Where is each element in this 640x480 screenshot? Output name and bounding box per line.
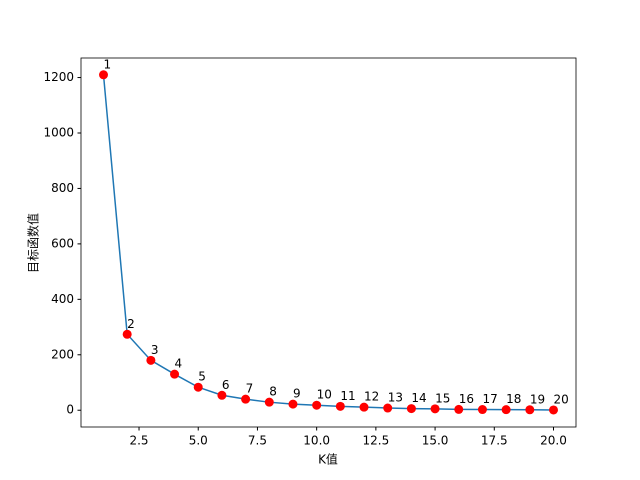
y-axis-label: 目标函数值 <box>26 213 41 273</box>
point <box>335 401 345 411</box>
y-tick-label: 600 <box>51 236 74 250</box>
point <box>477 405 487 415</box>
point-label: 17 <box>482 392 497 406</box>
y-tick-label: 200 <box>51 347 74 361</box>
point-label: 5 <box>198 370 206 384</box>
plot-frame <box>80 57 577 428</box>
point-label: 10 <box>317 388 332 402</box>
point-label: 1 <box>104 57 112 71</box>
x-tick-label: 5.0 <box>189 434 208 448</box>
point-label: 13 <box>388 391 403 405</box>
point <box>99 70 108 80</box>
point <box>170 369 180 379</box>
line <box>102 74 554 411</box>
point <box>383 403 393 413</box>
x-tick-label: 10.0 <box>303 434 330 448</box>
point <box>122 329 132 339</box>
y-tick-label: 1000 <box>43 125 74 139</box>
y-tick-label: 1200 <box>43 70 74 84</box>
x-tick-label: 20.0 <box>540 434 567 448</box>
point-label: 7 <box>246 382 254 396</box>
x-tick-label: 15.0 <box>422 434 449 448</box>
point-label: 6 <box>222 378 230 392</box>
x-tick-label: 12.5 <box>363 434 390 448</box>
point-label: 19 <box>530 392 545 406</box>
point <box>288 399 298 409</box>
point-label: 18 <box>506 392 521 406</box>
point-label: 15 <box>435 391 450 405</box>
point-label: 8 <box>269 385 277 399</box>
point <box>430 404 440 414</box>
point <box>359 402 369 412</box>
y-tick-label: 400 <box>51 292 74 306</box>
point <box>241 394 251 404</box>
y-tick-label: 0 <box>66 403 74 417</box>
point-label: 16 <box>459 392 474 406</box>
point <box>193 382 203 392</box>
point-label: 12 <box>364 390 379 404</box>
point <box>525 405 535 415</box>
point <box>146 355 156 365</box>
x-tick-label: 7.5 <box>248 434 267 448</box>
point-label: 11 <box>340 389 355 403</box>
point <box>264 397 274 407</box>
point <box>549 405 558 415</box>
point <box>501 405 511 415</box>
x-tick-label: 17.5 <box>481 434 508 448</box>
point-label: 14 <box>411 391 426 405</box>
point-label: 3 <box>151 343 159 357</box>
point-label: 4 <box>175 357 183 371</box>
point <box>454 404 464 414</box>
point-label: 9 <box>293 387 301 401</box>
point <box>406 404 416 414</box>
point <box>312 400 322 410</box>
x-axis-label: K值 <box>318 452 338 467</box>
point <box>217 390 227 400</box>
x-tick-label: 2.5 <box>129 434 148 448</box>
point-label: 20 <box>554 392 569 406</box>
point-label: 2 <box>127 317 135 331</box>
y-tick-label: 800 <box>51 181 74 195</box>
